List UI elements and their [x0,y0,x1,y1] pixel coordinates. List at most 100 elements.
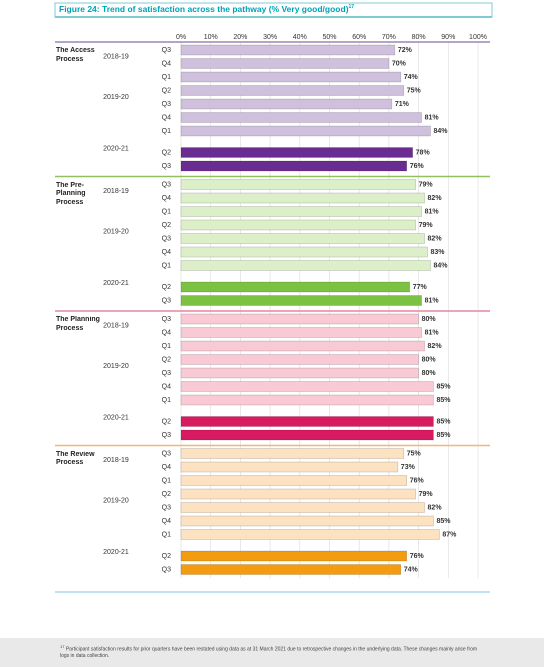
group-title: The Access Process [56,47,95,63]
category-label: Q1 [162,208,171,215]
year-label: 2019-20 [103,363,129,370]
bar [180,246,428,258]
value-label: 83% [431,249,446,256]
year-label: 2020-21 [103,145,129,152]
category-label: Q3 [162,316,171,323]
x-tick-label: 70% [382,34,396,41]
value-label: 85% [436,432,451,439]
value-label: 87% [442,531,457,538]
value-label: 79% [419,491,434,498]
group-title-box: The Planning Process [56,316,100,332]
category-label: Q1 [162,477,171,484]
value-label: 81% [425,297,440,304]
title-note: 17 [349,4,355,10]
category-label: Q3 [162,163,171,170]
year-label: 2020-21 [103,549,129,556]
category-label: Q2 [162,491,171,498]
bar [180,233,425,244]
bar [180,281,410,293]
value-label: 84% [433,262,448,269]
x-tick-label: 0% [176,34,186,41]
category-label: Q2 [162,356,171,363]
category-label: Q4 [162,60,171,67]
x-tick-label: 10% [204,34,218,41]
x-tick-label: 100% [469,34,487,41]
bar [180,461,399,473]
value-label: 74% [404,566,419,573]
year-label: 2018-19 [103,323,129,330]
value-label: 77% [413,284,428,291]
bar [180,85,405,96]
category-label: Q4 [162,195,171,202]
value-label: 80% [422,370,437,377]
x-tick-label: 20% [233,34,247,41]
value-label: 81% [425,329,440,336]
category-label: Q3 [162,450,171,457]
bar [180,147,413,158]
category-label: Q2 [162,149,171,156]
bar [180,160,408,172]
category-label: Q3 [162,297,171,304]
bar [180,327,422,338]
category-label: Q3 [162,47,171,54]
value-label: 82% [428,235,443,242]
footnote-mark: 17 [60,644,65,649]
category-label: Q1 [162,531,171,538]
bar [180,564,402,575]
bar [180,381,434,392]
bar [180,98,393,110]
category-label: Q3 [162,504,171,511]
category-label: Q4 [162,114,171,121]
bar [180,340,425,352]
group-title: The Planning Process [56,316,100,332]
value-label: 76% [410,553,425,560]
category-label: Q3 [162,181,171,188]
value-label: 80% [422,316,437,323]
year-label: 2018-19 [103,54,129,61]
category-label: Q2 [162,553,171,560]
year-label: 2019-20 [103,229,129,236]
group-title-box: The Pre-Planning Process [56,181,86,206]
value-label: 84% [433,128,448,135]
category-label: Q4 [162,518,171,525]
value-label: 85% [436,397,451,404]
value-label: 81% [425,114,440,121]
value-label: 76% [410,163,425,170]
title-text: Figure 24: Trend of satisfaction across … [59,4,349,14]
footnote: 17 Participant satisfaction results for … [60,644,480,659]
category-label: Q3 [162,566,171,573]
bar [180,515,434,527]
value-label: 76% [410,477,425,484]
bar [180,295,422,306]
category-label: Q4 [162,383,171,390]
value-label: 74% [404,74,419,81]
bar [180,125,431,137]
bar [180,416,434,427]
value-label: 79% [419,222,434,229]
year-label: 2019-20 [103,498,129,505]
value-label: 81% [425,208,440,215]
group-title-box: The Access Process [56,47,95,63]
value-label: 85% [436,383,451,390]
value-label: 71% [395,101,410,108]
bar [180,112,422,123]
value-label: 72% [398,47,413,54]
x-tick-label: 90% [441,34,455,41]
bar [180,192,425,204]
value-label: 75% [407,450,422,457]
value-label: 82% [428,343,443,350]
bar [180,394,434,406]
bar [180,219,416,231]
value-label: 78% [416,149,431,156]
category-label: Q4 [162,249,171,256]
bar [180,313,419,325]
year-label: 2019-20 [103,94,129,101]
footnote-text: Participant satisfaction results for pri… [60,646,478,659]
category-label: Q3 [162,432,171,439]
bar [180,429,434,441]
bar [180,179,416,190]
bar [180,488,416,500]
group-title: The Pre-Planning Process [56,181,86,206]
